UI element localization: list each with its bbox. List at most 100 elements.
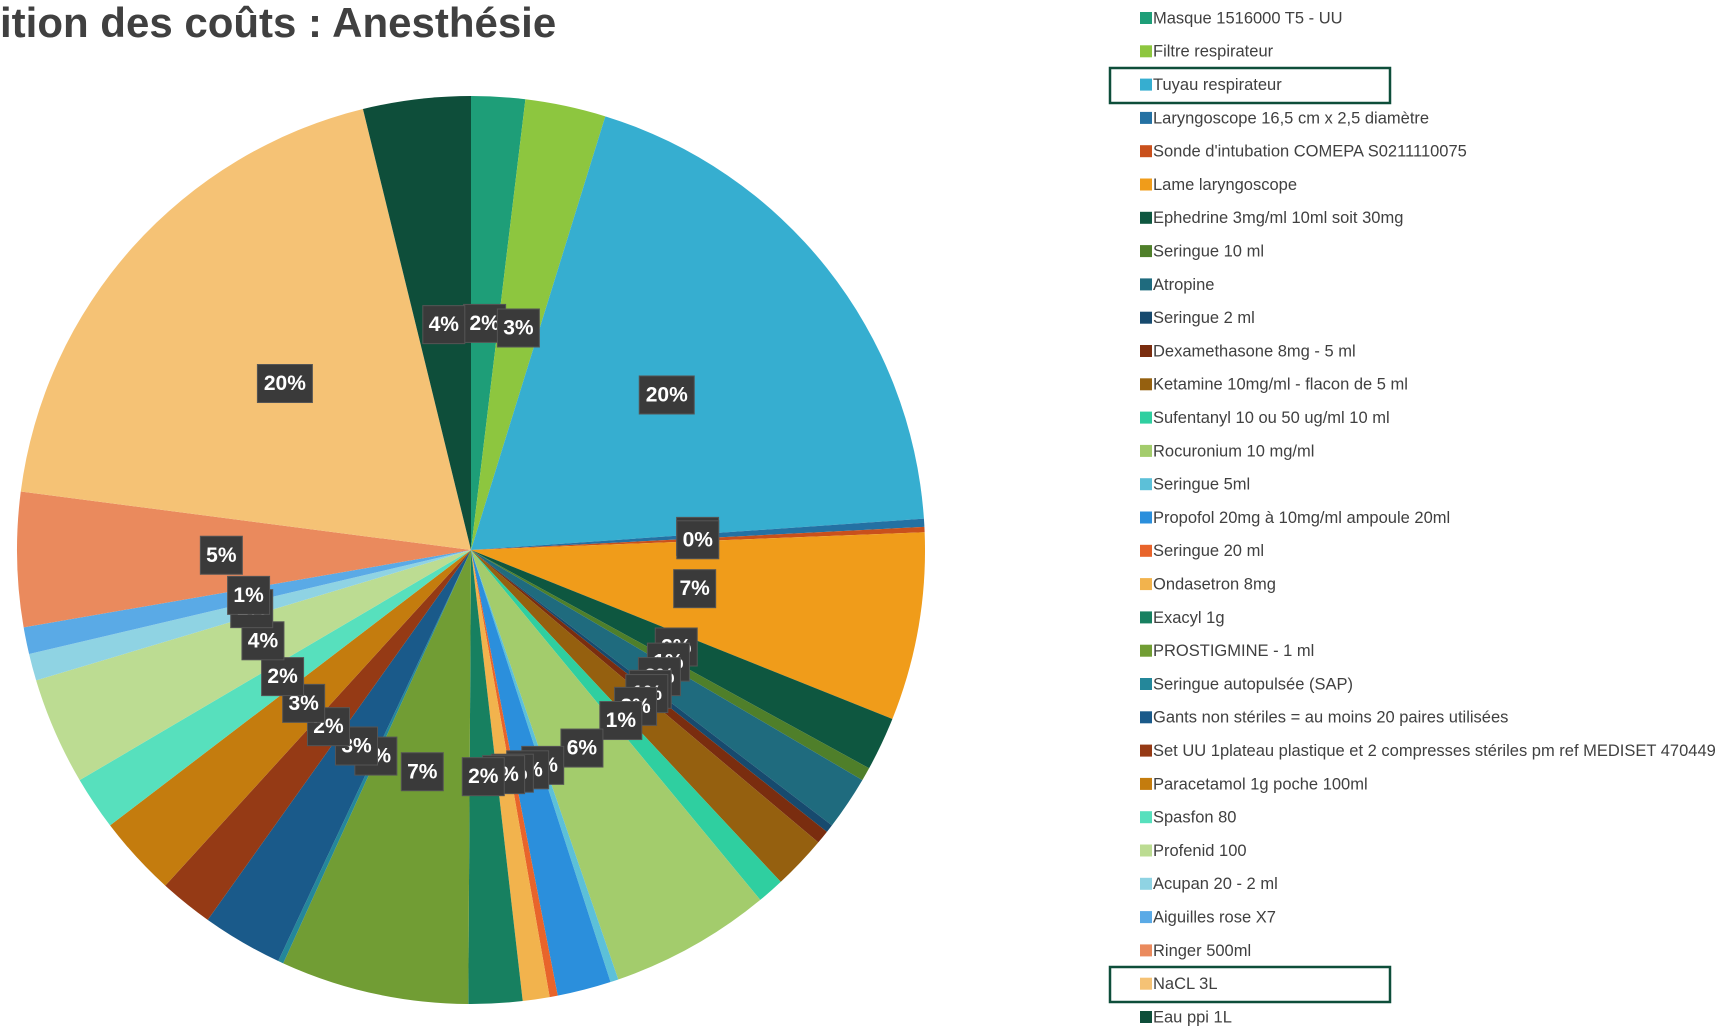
legend-swatch — [1140, 811, 1152, 824]
data-label-box — [261, 657, 305, 697]
legend-swatch — [1140, 411, 1152, 424]
data-label: 5% — [206, 544, 237, 567]
legend-swatch — [1140, 45, 1152, 58]
legend-swatch — [1140, 711, 1152, 724]
legend-label: Seringue 2 ml — [1153, 309, 1255, 327]
data-label: 4% — [248, 629, 279, 652]
pie-slice — [36, 550, 472, 781]
legend-label: Sufentanyl 10 ou 50 ug/ml 10 ml — [1153, 409, 1390, 427]
legend-swatch — [1140, 278, 1152, 291]
legend-swatch — [1140, 777, 1152, 790]
legend-label: Exacyl 1g — [1153, 609, 1225, 627]
data-label-box — [227, 575, 271, 615]
pie-slice — [471, 116, 924, 551]
legend-label: Seringue autopulsée (SAP) — [1153, 675, 1353, 693]
legend-swatch — [1140, 977, 1152, 990]
legend-label: Dexamethasone 8mg - 5 ml — [1153, 342, 1356, 360]
legend-label: Filtre respirateur — [1153, 43, 1274, 61]
legend-swatch — [1140, 644, 1152, 657]
data-label: 7% — [407, 760, 438, 783]
legend-swatch — [1140, 578, 1152, 591]
legend-label: PROSTIGMINE - 1 ml — [1153, 642, 1314, 660]
legend-label: Seringue 5ml — [1153, 476, 1250, 494]
legend-label: Paracetamol 1g poche 100ml — [1153, 775, 1368, 793]
data-label-box — [599, 701, 643, 741]
legend-swatch — [1140, 744, 1152, 757]
data-label: 2% — [469, 312, 500, 335]
legend-label: Seringue 10 ml — [1153, 242, 1264, 260]
data-label-box — [461, 757, 505, 797]
data-label-box — [400, 752, 444, 792]
legend-swatch — [1140, 111, 1152, 124]
data-label: 2% — [468, 765, 499, 788]
data-label: 3% — [503, 317, 534, 340]
legend-swatch — [1140, 145, 1152, 158]
legend-swatch — [1140, 78, 1152, 91]
pie-slice — [16, 491, 471, 628]
data-label: 2% — [267, 665, 298, 688]
legend-label: Ephedrine 3mg/ml 10ml soit 30mg — [1153, 209, 1403, 227]
data-label: 20% — [264, 372, 306, 395]
legend-label: Acupan 20 - 2 ml — [1153, 875, 1278, 893]
legend-swatch — [1140, 378, 1152, 391]
legend-label: Set UU 1plateau plastique et 2 compresse… — [1153, 742, 1716, 760]
data-label: 3% — [288, 692, 319, 715]
data-label-box — [422, 305, 466, 345]
legend-label: NaCL 3L — [1153, 975, 1218, 993]
legend-label: Seringue 20 ml — [1153, 542, 1264, 560]
legend-swatch — [1140, 345, 1152, 357]
chart-title: ition des coûts : Anesthésie — [0, 0, 556, 46]
data-label-box — [199, 535, 243, 575]
legend-label: Laryngoscope 16,5 cm x 2,5 diamètre — [1153, 109, 1429, 127]
legend-label: Ketamine 10mg/ml - flacon de 5 ml — [1153, 376, 1408, 394]
legend-swatch — [1140, 944, 1152, 957]
legend-swatch — [1140, 611, 1152, 624]
pie-slice — [20, 109, 471, 550]
data-label-box — [676, 520, 720, 560]
legend-swatch — [1140, 911, 1152, 924]
legend-swatch — [1140, 444, 1152, 457]
data-label: 4% — [429, 313, 460, 336]
legend-label: Tuyau respirateur — [1153, 76, 1282, 94]
legend-label: Aiguilles rose X7 — [1153, 908, 1276, 926]
legend-label: Gants non stériles = au moins 20 paires … — [1153, 709, 1508, 727]
legend-label: Profenid 100 — [1153, 842, 1247, 860]
data-label: 1% — [233, 584, 264, 607]
legend-swatch — [1140, 844, 1152, 857]
legend-label: Ringer 500ml — [1153, 942, 1251, 960]
data-label-box — [673, 569, 717, 609]
legend-swatch — [1140, 877, 1152, 890]
pie-slice — [283, 550, 471, 1004]
data-label: 0% — [683, 528, 714, 551]
legend-label: Rocuronium 10 mg/ml — [1153, 442, 1314, 460]
legend-swatch — [1140, 211, 1152, 224]
legend-swatch — [1140, 511, 1152, 524]
data-label-box — [256, 364, 313, 404]
pie-slice — [362, 96, 471, 550]
data-label-box — [496, 308, 540, 348]
legend-swatch — [1140, 12, 1152, 24]
legend-label: Atropine — [1153, 276, 1214, 294]
data-label: 6% — [567, 737, 598, 760]
legend-label: Propofol 20mg à 10mg/ml ampoule 20ml — [1153, 509, 1450, 527]
legend-swatch — [1140, 544, 1152, 557]
data-label-box — [638, 375, 695, 415]
data-label: 7% — [680, 577, 711, 600]
legend-label: Sonde d'intubation COMEPA S0211110075 — [1153, 143, 1467, 161]
pie-slice — [471, 550, 761, 980]
legend-label: Eau ppi 1L — [1153, 1008, 1232, 1026]
legend-swatch — [1140, 478, 1152, 491]
data-label: 20% — [646, 384, 688, 407]
legend-label: Masque 1516000 T5 - UU — [1153, 9, 1343, 27]
legend-label: Spasfon 80 — [1153, 809, 1236, 827]
legend-swatch — [1140, 245, 1152, 258]
legend-swatch — [1140, 1011, 1152, 1023]
legend-swatch — [1140, 311, 1152, 324]
data-label-box — [560, 728, 604, 768]
legend-label: Ondasetron 8mg — [1153, 575, 1276, 593]
legend-swatch — [1140, 178, 1152, 191]
highlight-box — [1108, 965, 1392, 1004]
data-label: 1% — [606, 709, 637, 732]
legend-swatch — [1140, 678, 1152, 690]
